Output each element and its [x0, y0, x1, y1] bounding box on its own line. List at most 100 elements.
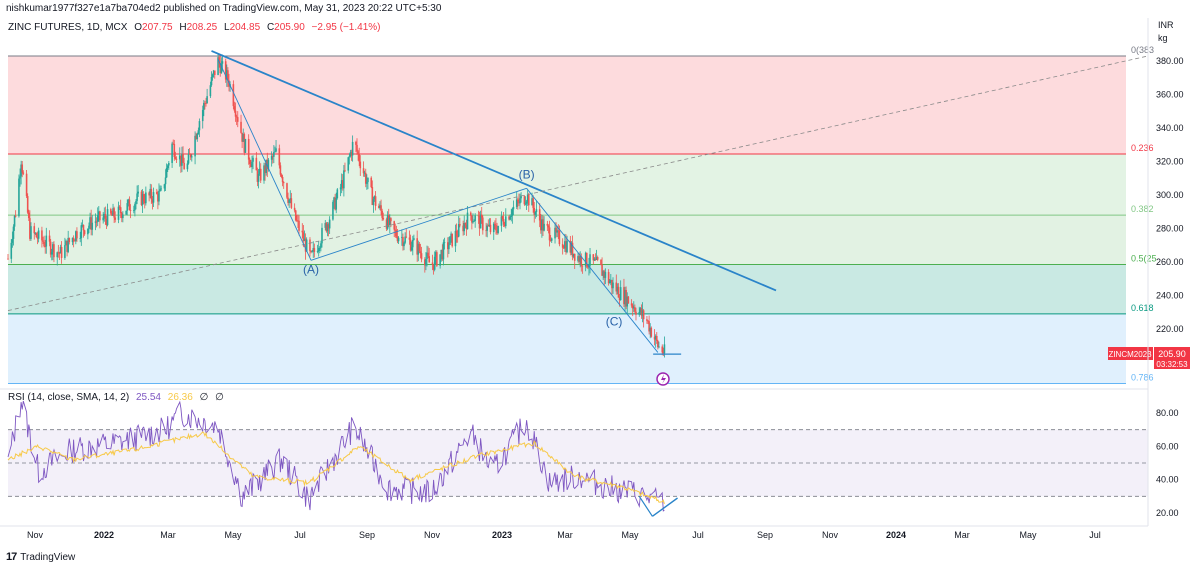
- candle: [18, 174, 20, 218]
- candle: [195, 132, 197, 140]
- candle: [661, 344, 664, 356]
- candle: [210, 71, 213, 87]
- candle: [611, 279, 613, 296]
- candle: [94, 213, 97, 231]
- candle: [226, 64, 228, 87]
- candle: [279, 162, 282, 177]
- candle: [294, 209, 297, 222]
- candle: [149, 183, 152, 199]
- fib-label-0: 0(383: [1131, 45, 1154, 55]
- candle: [316, 244, 319, 254]
- symbol-label: ZINC FUTURES, 1D, MCX: [8, 22, 128, 33]
- candle: [450, 231, 452, 243]
- candle: [527, 192, 530, 212]
- candle: [526, 190, 529, 206]
- candle: [20, 160, 22, 185]
- candle: [466, 205, 469, 230]
- candle: [205, 97, 207, 107]
- candle: [242, 128, 245, 142]
- candle: [426, 245, 428, 267]
- candle: [44, 239, 46, 254]
- trendline-wave-A[interactable]: [217, 59, 312, 261]
- fib-band-3: [8, 264, 1126, 314]
- rsi-trendline[interactable]: [651, 497, 678, 517]
- candle: [26, 193, 29, 214]
- candle: [408, 230, 411, 245]
- candle: [351, 135, 354, 162]
- rsi-tick-3: 80.00: [1156, 408, 1179, 418]
- candle: [473, 219, 475, 222]
- candle: [517, 197, 519, 210]
- candle: [372, 196, 375, 213]
- candle: [501, 215, 504, 222]
- candle: [327, 222, 330, 237]
- candle: [148, 191, 150, 202]
- candle: [35, 232, 38, 238]
- candle: [469, 211, 472, 221]
- trendline-wave-C[interactable]: [526, 188, 659, 353]
- rsi-label: RSI (14, close, SMA, 14, 2): [8, 392, 129, 403]
- candle: [474, 213, 476, 228]
- candle: [174, 151, 177, 160]
- candle: [454, 224, 457, 253]
- candle: [75, 230, 77, 245]
- candle: [394, 223, 397, 238]
- trendline-wave-B[interactable]: [310, 187, 527, 261]
- trendline-channel-dashed[interactable]: [7, 55, 1149, 311]
- candle: [393, 220, 395, 238]
- candle: [451, 233, 453, 248]
- candle: [204, 100, 206, 110]
- candle: [22, 170, 25, 176]
- candle: [303, 230, 306, 242]
- fib-band-4: [8, 313, 1126, 384]
- candle: [471, 215, 473, 230]
- candle: [627, 296, 630, 304]
- candle: [640, 304, 643, 319]
- currency-label: INR: [1158, 20, 1174, 30]
- candle: [25, 169, 28, 199]
- candle: [288, 199, 290, 208]
- candle: [81, 219, 84, 228]
- candle: [45, 227, 48, 254]
- candle: [152, 187, 155, 208]
- candle: [42, 236, 44, 245]
- rsi-trendline-down[interactable]: [638, 496, 653, 517]
- candle: [378, 203, 380, 209]
- candle: [227, 67, 229, 88]
- candlestick-series: [7, 53, 666, 358]
- candle: [355, 140, 357, 153]
- candle: [218, 53, 220, 68]
- time-tick-13: 2024: [886, 530, 906, 540]
- candle: [120, 211, 123, 223]
- candle: [324, 219, 327, 231]
- tradingview-logo[interactable]: 17 TradingView: [6, 551, 75, 563]
- lightning-icon[interactable]: [656, 372, 670, 386]
- fibonacci-bands: [8, 55, 1126, 384]
- candle: [385, 217, 388, 232]
- candle: [349, 149, 352, 158]
- candle: [465, 219, 468, 236]
- candle: [630, 299, 633, 308]
- trendlines: [7, 50, 1149, 355]
- candle: [217, 54, 219, 76]
- candle: [240, 114, 242, 134]
- time-tick-12: Nov: [822, 530, 839, 540]
- candle: [275, 140, 277, 153]
- candle: [11, 231, 14, 248]
- candle: [386, 211, 389, 231]
- open-label: O: [134, 22, 142, 33]
- candle: [494, 220, 496, 230]
- candle: [103, 207, 106, 222]
- candle: [653, 329, 656, 346]
- candle: [503, 221, 506, 228]
- candle: [634, 304, 636, 314]
- trendline-downtrend[interactable]: [211, 50, 777, 292]
- candle: [436, 250, 438, 268]
- candle: [72, 235, 75, 248]
- price-tick-0: 220.00: [1156, 324, 1184, 334]
- candle: [114, 211, 117, 223]
- candle: [129, 204, 132, 219]
- time-tick-4: Jul: [294, 530, 306, 540]
- candle: [350, 149, 353, 161]
